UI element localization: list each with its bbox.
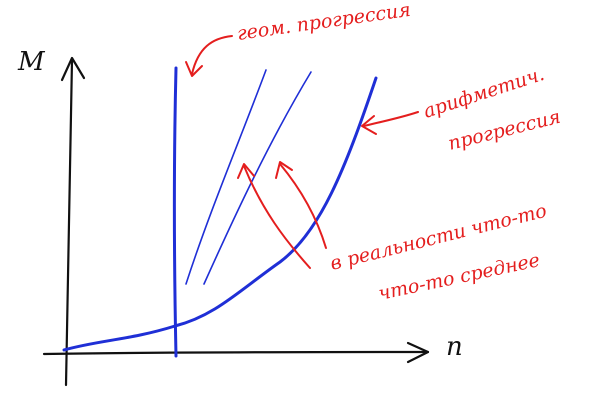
main-curve <box>62 76 378 352</box>
y-axis <box>64 58 74 387</box>
arrow-geometric <box>191 35 233 75</box>
curves <box>62 66 378 358</box>
geometric-vertical-line <box>173 66 178 358</box>
arrow-reality-1-head <box>237 163 255 179</box>
steep-line-2 <box>203 71 312 285</box>
annotation-arrows <box>185 35 419 269</box>
y-axis-label: M <box>17 47 46 77</box>
arrow-arithmetic <box>363 111 419 127</box>
steep-line-1 <box>185 69 267 285</box>
arrow-reality-2 <box>279 163 327 249</box>
x-axis-arrowhead <box>406 341 430 364</box>
arrow-reality-2-head <box>275 161 293 179</box>
arrow-arithmetic-head <box>361 115 377 135</box>
annotation-arithmetic-line2: прогрессия <box>446 106 563 155</box>
x-axis-label: n <box>446 332 463 362</box>
arrow-geometric-head <box>185 61 203 77</box>
axes <box>42 56 430 387</box>
annotation-geometric: геом. прогрессия <box>236 0 412 45</box>
y-axis-arrowhead <box>60 56 86 82</box>
x-axis <box>42 350 430 356</box>
arrow-reality-1 <box>243 165 311 269</box>
